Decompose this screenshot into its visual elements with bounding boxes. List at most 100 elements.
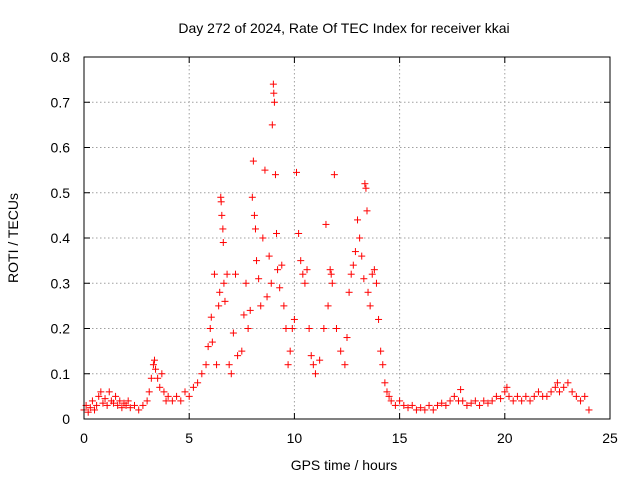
data-point	[509, 397, 517, 405]
x-tick-label: 0	[80, 430, 88, 446]
data-point	[246, 306, 254, 314]
data-point	[330, 171, 338, 179]
data-point	[158, 370, 166, 378]
data-point	[284, 361, 292, 369]
data-point	[202, 361, 210, 369]
data-point	[265, 252, 273, 260]
data-point	[173, 392, 181, 400]
x-tick-label: 25	[602, 430, 618, 446]
data-point	[273, 229, 281, 237]
data-point	[164, 392, 172, 400]
y-tick-label: 0.7	[51, 94, 71, 110]
data-point	[381, 379, 389, 387]
data-point	[351, 248, 359, 256]
data-point	[324, 302, 332, 310]
data-point	[307, 352, 315, 360]
data-point	[356, 234, 364, 242]
data-point	[112, 392, 120, 400]
data-point	[547, 388, 555, 396]
data-point	[118, 404, 126, 412]
data-point	[240, 311, 248, 319]
data-point	[249, 157, 257, 165]
y-tick-label: 0.3	[51, 275, 71, 291]
data-point	[152, 365, 160, 373]
data-point	[255, 275, 263, 283]
data-point	[269, 80, 277, 88]
data-point	[459, 397, 467, 405]
data-point	[349, 261, 357, 269]
data-point	[95, 392, 103, 400]
axis-ticks: 0 5 10 15 20 25 0 0.1 0.2 0.3 0.4 0.5 0.6 0.7 0.8	[51, 49, 618, 446]
data-point	[391, 401, 399, 409]
data-point	[274, 266, 282, 274]
data-point	[280, 302, 288, 310]
data-point	[251, 225, 259, 233]
data-point	[553, 379, 561, 387]
data-point	[467, 399, 475, 407]
data-point	[124, 397, 132, 405]
data-point	[149, 361, 157, 369]
data-point	[534, 388, 542, 396]
data-point	[139, 401, 147, 409]
data-point	[91, 406, 99, 414]
data-point	[387, 397, 395, 405]
data-point	[379, 361, 387, 369]
data-point	[305, 325, 313, 332]
data-point	[84, 408, 92, 416]
data-point	[337, 347, 345, 355]
data-point	[368, 270, 376, 278]
data-point	[217, 198, 225, 206]
data-point	[267, 279, 275, 287]
data-point	[320, 325, 328, 332]
data-point	[147, 374, 155, 382]
data-point	[316, 356, 324, 364]
data-point	[457, 386, 465, 394]
data-point	[257, 302, 265, 310]
data-point	[189, 383, 197, 391]
data-point	[375, 315, 383, 323]
data-point	[505, 392, 513, 400]
data-point	[564, 379, 572, 387]
data-point	[213, 361, 221, 369]
data-point	[484, 399, 492, 407]
data-point	[417, 404, 425, 412]
data-point	[282, 325, 290, 332]
data-point	[425, 401, 433, 409]
data-point	[303, 266, 311, 274]
data-point	[345, 288, 353, 296]
data-point	[530, 392, 538, 400]
data-point	[109, 399, 117, 407]
data-point	[105, 388, 113, 396]
data-point	[250, 211, 258, 219]
plot-frame	[83, 56, 611, 420]
data-point	[234, 352, 242, 360]
data-point	[229, 329, 237, 337]
data-point	[366, 302, 374, 310]
data-point	[268, 121, 276, 129]
data-point	[93, 401, 101, 409]
data-point	[471, 397, 479, 405]
grid-lines	[84, 57, 610, 419]
data-point	[86, 404, 94, 412]
data-point	[270, 89, 278, 97]
data-point	[581, 392, 589, 400]
data-point	[501, 388, 509, 396]
data-point	[492, 392, 500, 400]
x-tick-label: 10	[287, 430, 303, 446]
data-point	[572, 392, 580, 400]
data-point	[551, 383, 559, 391]
data-point	[377, 347, 385, 355]
data-point	[154, 374, 162, 382]
data-point	[225, 361, 233, 369]
y-axis-label: ROTI / TECUs	[5, 193, 21, 283]
data-point	[185, 392, 193, 400]
data-point	[295, 229, 303, 237]
data-point	[130, 401, 138, 409]
data-point	[421, 406, 429, 414]
data-point	[263, 293, 271, 301]
data-point	[122, 401, 130, 409]
data-point	[497, 395, 505, 403]
data-point	[343, 334, 351, 342]
data-point	[372, 279, 380, 287]
